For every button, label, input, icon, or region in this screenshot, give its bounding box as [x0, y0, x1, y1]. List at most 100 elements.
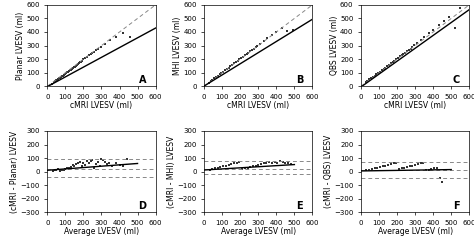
Point: [69, 66, 76, 70]
Point: [371, 74, 378, 78]
Point: [405, 48, 413, 52]
Point: [87, 52, 94, 56]
Point: [75, 61, 83, 65]
Point: [60, 168, 67, 172]
Point: [279, 160, 286, 164]
Point: [438, 181, 446, 184]
Point: [284, 162, 292, 165]
X-axis label: cMRI LVESV (ml): cMRI LVESV (ml): [71, 101, 133, 110]
Point: [403, 165, 411, 169]
Point: [252, 163, 259, 167]
Point: [419, 161, 427, 165]
Point: [64, 166, 71, 170]
Point: [383, 64, 391, 68]
Point: [55, 167, 62, 171]
Point: [119, 31, 127, 35]
Point: [82, 56, 89, 60]
Point: [100, 158, 107, 162]
Point: [59, 74, 66, 78]
Point: [260, 40, 267, 43]
Point: [413, 41, 421, 45]
Point: [456, 6, 464, 10]
Point: [89, 51, 96, 55]
Point: [401, 166, 408, 170]
Point: [254, 44, 261, 48]
Point: [440, 19, 448, 23]
Point: [50, 80, 57, 84]
X-axis label: Average LVESV (ml): Average LVESV (ml): [221, 227, 296, 236]
Point: [435, 23, 442, 27]
Point: [96, 163, 103, 167]
Point: [62, 167, 69, 171]
Point: [76, 160, 83, 164]
Point: [422, 168, 430, 172]
Point: [49, 169, 56, 173]
Point: [283, 29, 291, 33]
Point: [382, 163, 389, 167]
Point: [364, 79, 371, 83]
Point: [289, 28, 296, 32]
Point: [273, 161, 281, 165]
Point: [223, 67, 230, 71]
Point: [109, 164, 116, 168]
Point: [101, 42, 109, 46]
Point: [273, 30, 280, 34]
Point: [244, 166, 251, 170]
Point: [64, 71, 71, 74]
Point: [392, 161, 400, 165]
Point: [74, 62, 82, 66]
Point: [69, 163, 76, 167]
Point: [85, 53, 92, 57]
Text: C: C: [453, 75, 460, 85]
Point: [205, 81, 212, 85]
Point: [430, 166, 438, 170]
Point: [63, 71, 70, 75]
Point: [65, 166, 73, 170]
Point: [268, 33, 276, 37]
Point: [112, 162, 120, 165]
Point: [58, 74, 65, 78]
Point: [387, 61, 395, 65]
Point: [60, 73, 67, 77]
Point: [282, 161, 289, 165]
Point: [53, 78, 60, 82]
Point: [62, 72, 69, 76]
Point: [264, 37, 271, 41]
Point: [219, 70, 227, 73]
Point: [268, 162, 276, 165]
Point: [217, 165, 224, 169]
Point: [71, 164, 78, 168]
Point: [94, 160, 101, 164]
Point: [400, 52, 407, 56]
Text: D: D: [138, 201, 146, 211]
Point: [368, 167, 376, 171]
Point: [218, 71, 225, 75]
Point: [107, 39, 114, 42]
Point: [77, 60, 84, 64]
Y-axis label: (cMRI - MHI) LVESV: (cMRI - MHI) LVESV: [167, 135, 176, 208]
Point: [207, 79, 214, 83]
Point: [73, 64, 80, 68]
Point: [87, 159, 94, 163]
Point: [263, 161, 270, 165]
Point: [219, 164, 227, 168]
Y-axis label: QBS LVESV (ml): QBS LVESV (ml): [329, 16, 338, 75]
Point: [123, 157, 130, 161]
Point: [71, 65, 78, 69]
Point: [255, 163, 262, 167]
Point: [446, 15, 453, 19]
Point: [265, 160, 273, 164]
Point: [228, 63, 236, 67]
Point: [82, 163, 89, 167]
Point: [221, 68, 229, 72]
Point: [83, 55, 91, 59]
Point: [55, 76, 63, 80]
Point: [225, 66, 232, 70]
Point: [66, 68, 74, 72]
Point: [80, 162, 87, 165]
Point: [411, 163, 419, 167]
Point: [55, 77, 62, 81]
Point: [210, 76, 218, 80]
Point: [239, 55, 247, 59]
Point: [252, 45, 259, 49]
